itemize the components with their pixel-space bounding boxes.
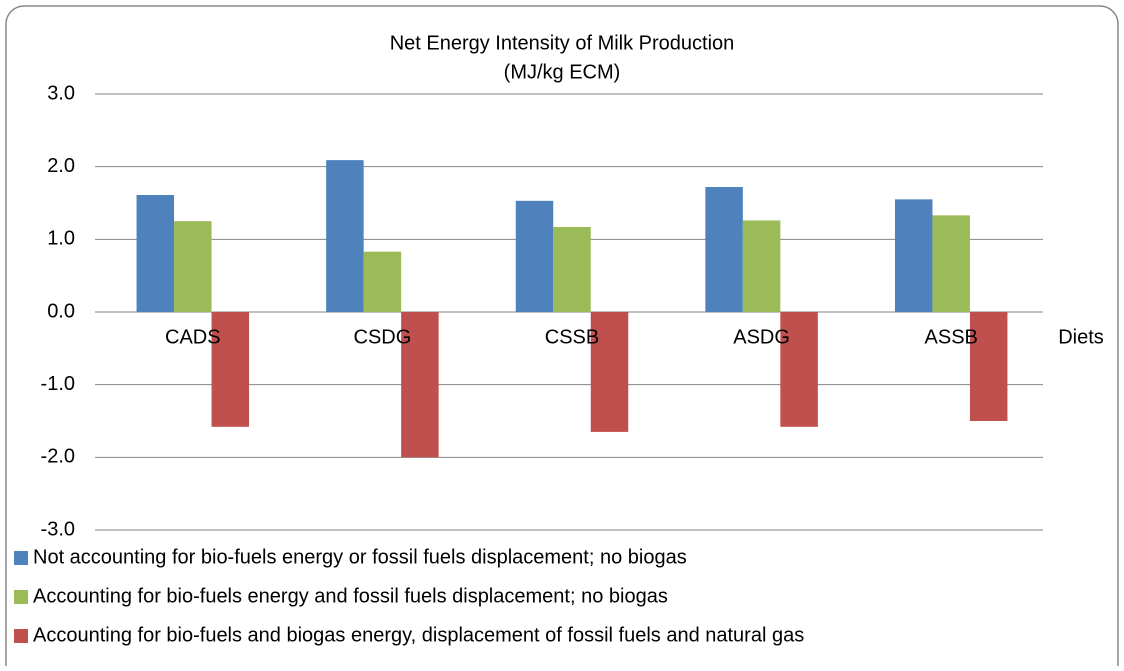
bar: [553, 226, 591, 312]
bar: [363, 251, 402, 312]
chart-title: Net Energy Intensity of Milk Production: [390, 32, 735, 54]
legend-label: Accounting for bio-fuels energy and foss…: [33, 585, 668, 607]
x-axis-label: Diets: [1058, 326, 1104, 348]
bar: [174, 221, 212, 312]
bar: [894, 199, 933, 312]
y-tick-label: 1.0: [47, 228, 75, 250]
y-tick-label: -2.0: [41, 446, 75, 468]
bar: [515, 200, 554, 312]
bar: [742, 220, 781, 312]
bar: [705, 187, 743, 312]
x-tick-label: CSDG: [354, 326, 412, 348]
bar: [401, 312, 439, 458]
y-tick-label: 0.0: [47, 300, 75, 322]
legend-swatch: [14, 590, 28, 604]
legend-swatch: [14, 551, 28, 565]
bar: [932, 215, 970, 312]
y-tick-label: -3.0: [41, 518, 75, 540]
bar: [136, 195, 175, 312]
legend-label: Not accounting for bio-fuels energy or f…: [33, 546, 687, 568]
bar: [969, 312, 1008, 421]
bar: [590, 312, 629, 432]
x-tick-label: CADS: [165, 326, 221, 348]
legend-label: Accounting for bio-fuels and biogas ener…: [33, 624, 804, 646]
chart-subtitle: (MJ/kg ECM): [504, 61, 621, 83]
y-tick-label: 2.0: [47, 155, 75, 177]
y-tick-label: 3.0: [47, 82, 75, 104]
y-tick-label: -1.0: [41, 373, 75, 395]
bar: [780, 312, 818, 427]
x-tick-label: CSSB: [545, 326, 599, 348]
x-tick-label: ASSB: [925, 326, 978, 348]
bar: [326, 160, 364, 312]
legend-swatch: [14, 629, 28, 643]
chart-frame: [5, 5, 1119, 671]
bar: [211, 312, 250, 427]
x-tick-label: ASDG: [733, 326, 790, 348]
